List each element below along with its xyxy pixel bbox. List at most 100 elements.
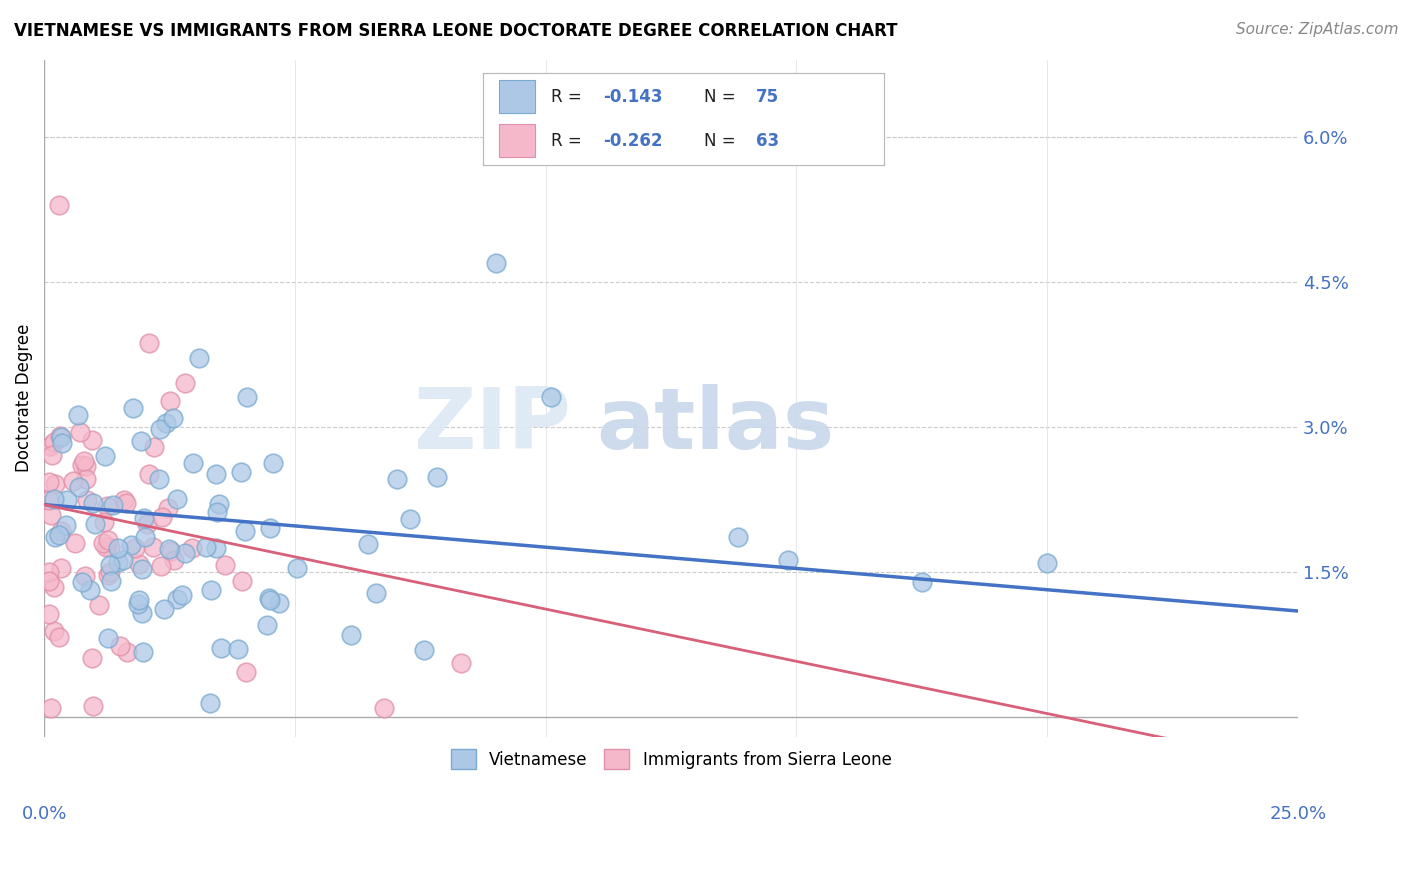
Point	[55, 518, 77, 533]
Point	[97, 533, 120, 547]
Point	[207, 506, 229, 520]
Point	[150, 510, 173, 524]
Point	[134, 530, 156, 544]
Point	[159, 393, 181, 408]
Point	[39, 508, 62, 522]
Point	[80, 434, 103, 448]
Point	[450, 656, 472, 670]
Point	[173, 546, 195, 560]
Point	[235, 665, 257, 680]
Point	[91, 536, 114, 550]
Point	[131, 562, 153, 576]
Point	[112, 492, 135, 507]
Point	[208, 497, 231, 511]
Point	[48, 197, 70, 211]
Point	[195, 540, 218, 554]
Point	[187, 351, 209, 366]
Point	[39, 700, 62, 714]
Point	[82, 651, 104, 665]
Point	[398, 512, 420, 526]
Point	[131, 606, 153, 620]
Point	[911, 574, 934, 589]
Point	[63, 536, 86, 550]
Point	[76, 492, 98, 507]
Point	[124, 541, 146, 556]
Point	[101, 499, 124, 513]
Point	[132, 511, 155, 525]
Point	[51, 435, 73, 450]
Point	[152, 601, 174, 615]
Point	[357, 537, 380, 551]
Point	[155, 416, 177, 430]
Point	[200, 582, 222, 597]
Point	[727, 530, 749, 544]
Point	[73, 454, 96, 468]
Point	[166, 491, 188, 506]
Point	[38, 475, 60, 489]
Point	[82, 699, 104, 714]
Point	[181, 456, 204, 470]
Point	[285, 560, 308, 574]
Point	[72, 458, 94, 473]
Point	[96, 540, 118, 554]
Point	[97, 631, 120, 645]
Point	[122, 401, 145, 416]
Point	[1036, 556, 1059, 570]
Point	[98, 558, 121, 572]
Point	[236, 390, 259, 404]
Point	[262, 456, 284, 470]
Point	[83, 517, 105, 532]
Point	[44, 580, 66, 594]
Point	[413, 643, 436, 657]
Point	[484, 256, 506, 270]
Point	[42, 624, 65, 638]
Point	[157, 501, 180, 516]
Point	[128, 557, 150, 571]
Point	[214, 558, 236, 572]
Point	[97, 568, 120, 582]
Point	[79, 582, 101, 597]
Point	[62, 475, 84, 489]
Point	[121, 538, 143, 552]
Point	[198, 696, 221, 710]
Point	[778, 552, 800, 566]
Point	[38, 607, 60, 621]
Point	[44, 476, 66, 491]
Point	[48, 528, 70, 542]
Point	[129, 434, 152, 449]
Point	[98, 565, 121, 579]
Point	[148, 472, 170, 486]
Point	[55, 492, 77, 507]
Point	[540, 390, 562, 404]
Point	[70, 575, 93, 590]
Point	[149, 422, 172, 436]
Point	[256, 617, 278, 632]
Point	[142, 540, 165, 554]
Point	[100, 574, 122, 588]
Point	[138, 467, 160, 481]
Point	[111, 553, 134, 567]
Point	[49, 561, 72, 575]
Point	[51, 524, 73, 538]
Point	[257, 591, 280, 605]
Point	[204, 541, 226, 555]
Point	[39, 440, 62, 454]
Point	[44, 530, 66, 544]
Point	[138, 336, 160, 351]
Point	[48, 630, 70, 644]
Point	[159, 542, 181, 557]
Point	[48, 429, 70, 443]
Point	[98, 540, 121, 554]
Text: 0.0%: 0.0%	[21, 805, 67, 822]
Y-axis label: Doctorate Degree: Doctorate Degree	[15, 324, 32, 473]
Point	[38, 574, 60, 589]
Point	[149, 559, 172, 574]
Point	[38, 566, 60, 580]
Point	[173, 376, 195, 390]
Point	[366, 585, 388, 599]
Legend: Vietnamese, Immigrants from Sierra Leone: Vietnamese, Immigrants from Sierra Leone	[444, 742, 898, 776]
Point	[172, 588, 194, 602]
Text: Source: ZipAtlas.com: Source: ZipAtlas.com	[1236, 22, 1399, 37]
Point	[49, 430, 72, 444]
Point	[259, 593, 281, 607]
